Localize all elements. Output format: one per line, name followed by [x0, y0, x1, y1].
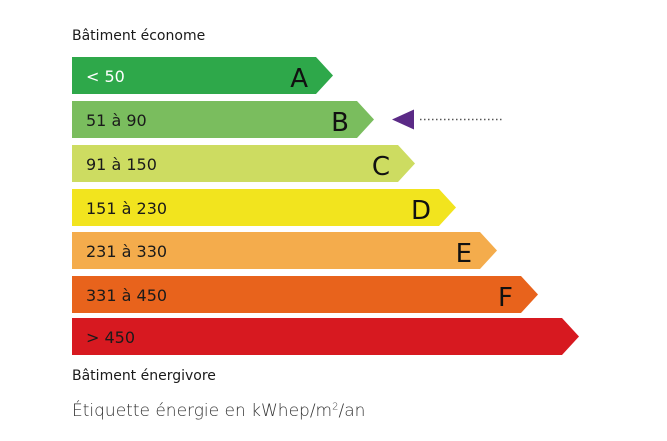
indicator-arrow-icon	[392, 109, 414, 130]
class-range: 151 à 230	[86, 199, 167, 218]
class-range: < 50	[86, 67, 125, 86]
class-bar-a	[72, 57, 333, 94]
class-bar-e	[72, 232, 497, 269]
class-letter: E	[456, 239, 472, 269]
top-label: Bâtiment économe	[72, 28, 206, 44]
class-bar-d	[72, 189, 456, 226]
class-bar-c	[72, 145, 415, 182]
bottom-label: Bâtiment énergivore	[72, 368, 216, 384]
class-range: > 450	[86, 328, 135, 347]
class-letter: A	[290, 64, 308, 94]
class-letter: D	[411, 196, 431, 226]
class-range: 331 à 450	[86, 286, 167, 305]
caption-suffix: /an	[338, 401, 366, 421]
caption-sup: 2	[332, 401, 339, 413]
class-bar-f	[72, 276, 538, 313]
class-bar-b	[72, 101, 374, 138]
class-letter: B	[331, 108, 349, 138]
caption: Étiquette énergie en kWhep/m2/an	[72, 401, 365, 421]
class-letter: F	[498, 283, 513, 313]
caption-text: Étiquette énergie en kWhep/m	[72, 401, 333, 421]
class-range: 91 à 150	[86, 155, 157, 174]
class-bar-g	[72, 318, 579, 355]
class-range: 51 à 90	[86, 111, 147, 130]
class-range: 231 à 330	[86, 242, 167, 261]
class-letter: C	[372, 152, 390, 182]
